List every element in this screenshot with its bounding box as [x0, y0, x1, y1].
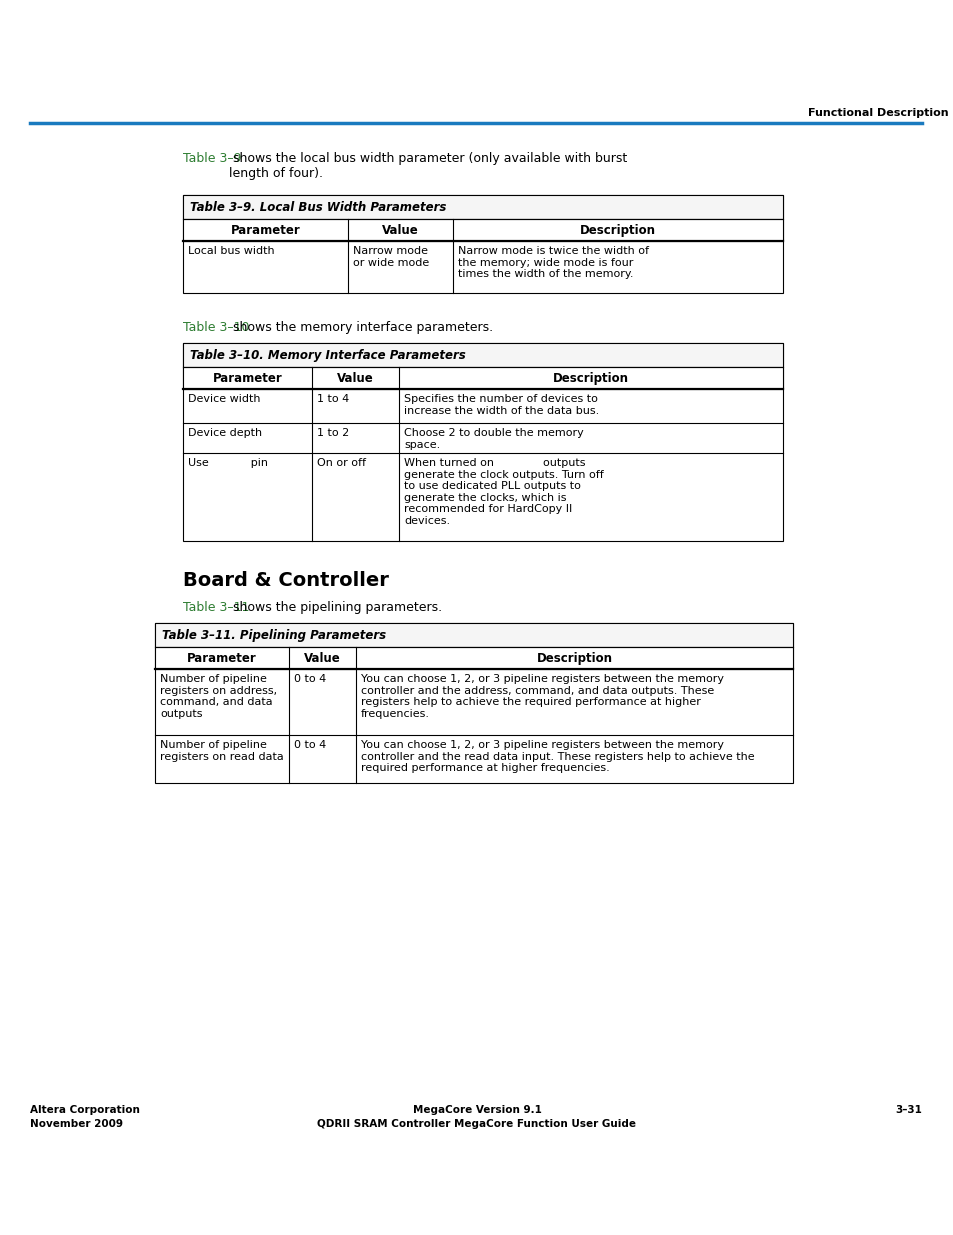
Text: Parameter: Parameter [213, 372, 282, 385]
Bar [183, 195, 782, 293]
Text: shows the local bus width parameter (only available with burst
length of four).: shows the local bus width parameter (onl… [229, 152, 626, 180]
Text: Value: Value [336, 372, 374, 385]
Text: Number of pipeline
registers on read data: Number of pipeline registers on read dat… [160, 740, 283, 762]
Text: Choose 2 to double the memory
space.: Choose 2 to double the memory space. [403, 429, 583, 450]
Text: 1 to 4: 1 to 4 [316, 394, 349, 404]
Bar [154, 622, 792, 783]
Text: Functional Description: Functional Description [807, 107, 947, 119]
Text: 3–31: 3–31 [894, 1105, 921, 1115]
Text: 0 to 4: 0 to 4 [294, 674, 326, 684]
Text: Local bus width: Local bus width [188, 246, 274, 256]
Text: MegaCore Version 9.1: MegaCore Version 9.1 [412, 1105, 541, 1115]
Text: Board & Controller: Board & Controller [183, 571, 389, 590]
Text: Description: Description [553, 372, 628, 385]
Bar [183, 219, 782, 241]
Text: You can choose 1, 2, or 3 pipeline registers between the memory
controller and t: You can choose 1, 2, or 3 pipeline regis… [360, 674, 723, 719]
Bar [183, 343, 782, 367]
Bar [154, 647, 792, 669]
Text: Altera Corporation: Altera Corporation [30, 1105, 140, 1115]
Text: November 2009: November 2009 [30, 1119, 123, 1129]
Bar [183, 343, 782, 541]
Text: Narrow mode is twice the width of
the memory; wide mode is four
times the width : Narrow mode is twice the width of the me… [457, 246, 648, 279]
Bar [183, 367, 782, 389]
Bar [183, 195, 782, 219]
Text: 0 to 4: 0 to 4 [294, 740, 326, 750]
Text: Table 3–10: Table 3–10 [183, 321, 250, 333]
Text: You can choose 1, 2, or 3 pipeline registers between the memory
controller and t: You can choose 1, 2, or 3 pipeline regis… [360, 740, 754, 773]
Text: 1 to 2: 1 to 2 [316, 429, 349, 438]
Text: Table 3–11. Pipelining Parameters: Table 3–11. Pipelining Parameters [162, 629, 386, 642]
Text: Parameter: Parameter [187, 652, 256, 664]
Text: Use            pin: Use pin [188, 458, 268, 468]
Text: Device width: Device width [188, 394, 260, 404]
Text: Narrow mode
or wide mode: Narrow mode or wide mode [353, 246, 429, 268]
Text: Specifies the number of devices to
increase the width of the data bus.: Specifies the number of devices to incre… [403, 394, 598, 416]
Text: Value: Value [304, 652, 340, 664]
Text: Description: Description [579, 224, 656, 237]
Text: Description: Description [536, 652, 612, 664]
Text: Device depth: Device depth [188, 429, 262, 438]
Text: Table 3–9. Local Bus Width Parameters: Table 3–9. Local Bus Width Parameters [190, 201, 446, 214]
Text: Parameter: Parameter [231, 224, 300, 237]
Text: Number of pipeline
registers on address,
command, and data
outputs: Number of pipeline registers on address,… [160, 674, 276, 719]
Text: Table 3–10. Memory Interface Parameters: Table 3–10. Memory Interface Parameters [190, 350, 465, 362]
Text: Value: Value [382, 224, 418, 237]
Text: When turned on              outputs
generate the clock outputs. Turn off
to use : When turned on outputs generate the cloc… [403, 458, 603, 526]
Text: shows the memory interface parameters.: shows the memory interface parameters. [229, 321, 493, 333]
Text: QDRII SRAM Controller MegaCore Function User Guide: QDRII SRAM Controller MegaCore Function … [317, 1119, 636, 1129]
Text: Table 3–9: Table 3–9 [183, 152, 241, 165]
Bar [154, 622, 792, 647]
Text: On or off: On or off [316, 458, 366, 468]
Text: shows the pipelining parameters.: shows the pipelining parameters. [229, 601, 441, 614]
Text: Table 3–11: Table 3–11 [183, 601, 249, 614]
